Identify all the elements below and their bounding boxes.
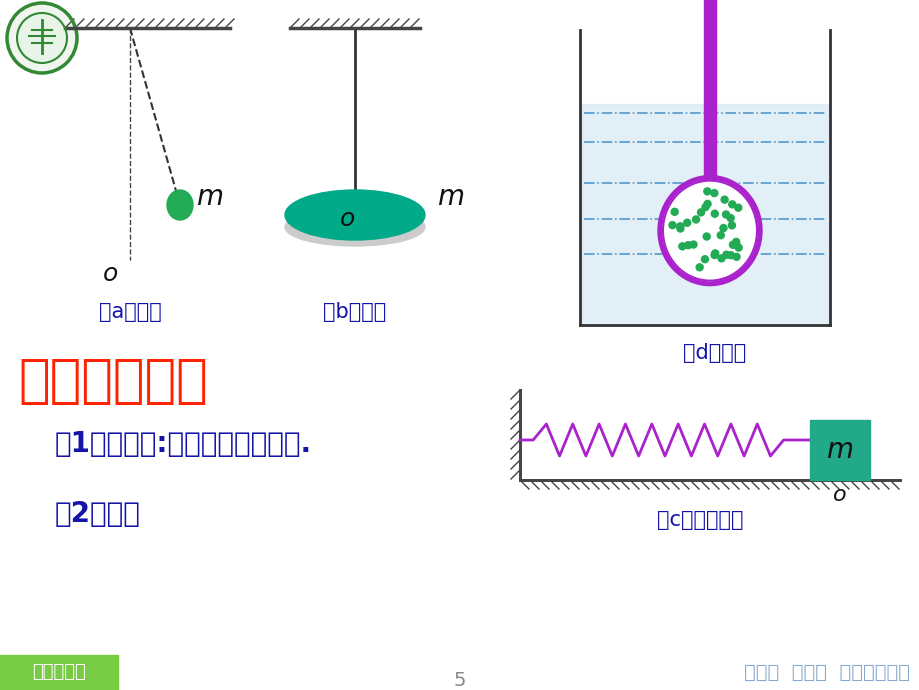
Circle shape [676, 225, 683, 232]
Text: （a）单摊: （a）单摊 [98, 302, 161, 322]
Circle shape [7, 3, 77, 73]
Circle shape [668, 221, 675, 228]
Circle shape [671, 208, 677, 215]
Circle shape [721, 211, 729, 218]
Bar [809, 420, 869, 480]
Circle shape [710, 252, 718, 259]
Circle shape [734, 244, 742, 251]
Circle shape [720, 225, 726, 232]
Text: o: o [339, 207, 354, 231]
Circle shape [711, 250, 718, 257]
Ellipse shape [285, 208, 425, 246]
Circle shape [732, 239, 739, 246]
Ellipse shape [167, 190, 193, 220]
Text: 5: 5 [453, 671, 466, 689]
Text: （b）扆摊: （b）扆摊 [323, 302, 386, 322]
Circle shape [734, 204, 741, 211]
Ellipse shape [657, 175, 761, 286]
Text: m: m [825, 436, 853, 464]
Bar [703, 0, 715, 177]
Text: o: o [833, 485, 845, 505]
Circle shape [727, 252, 733, 259]
Circle shape [683, 219, 690, 226]
Circle shape [702, 233, 709, 240]
Text: （2）惯性: （2）惯性 [55, 500, 141, 528]
Text: （c）弹簧振子: （c）弹簧振子 [656, 510, 743, 530]
Circle shape [678, 243, 685, 250]
Text: 二、两个条件: 二、两个条件 [18, 355, 208, 407]
Text: o: o [102, 262, 118, 286]
Circle shape [732, 253, 739, 260]
Text: m: m [196, 183, 222, 211]
Circle shape [696, 264, 702, 270]
Circle shape [700, 256, 708, 263]
Text: 上一页  下一页  返回本章目录: 上一页 下一页 返回本章目录 [743, 662, 909, 682]
Ellipse shape [663, 181, 756, 281]
Circle shape [722, 251, 729, 258]
Circle shape [710, 210, 718, 217]
Circle shape [703, 200, 710, 208]
Circle shape [729, 241, 735, 248]
Circle shape [717, 255, 724, 262]
Bar [0, 655, 118, 690]
Circle shape [17, 13, 67, 63]
Text: （1）回复力:指向平衡位置的力.: （1）回复力:指向平衡位置的力. [55, 430, 312, 458]
Circle shape [689, 241, 697, 248]
Circle shape [703, 188, 710, 195]
Circle shape [701, 204, 709, 210]
Ellipse shape [285, 190, 425, 240]
Circle shape [717, 232, 723, 239]
Circle shape [684, 241, 691, 248]
Circle shape [728, 201, 735, 208]
Circle shape [726, 215, 733, 221]
Text: 大学物理上: 大学物理上 [32, 663, 85, 681]
Circle shape [697, 209, 704, 216]
Circle shape [720, 196, 727, 203]
Bar [582, 104, 827, 325]
Text: （d）浮体: （d）浮体 [683, 343, 746, 363]
Circle shape [710, 190, 717, 197]
Text: m: m [437, 183, 463, 211]
Circle shape [728, 222, 734, 229]
Circle shape [692, 216, 698, 223]
Circle shape [676, 223, 683, 230]
